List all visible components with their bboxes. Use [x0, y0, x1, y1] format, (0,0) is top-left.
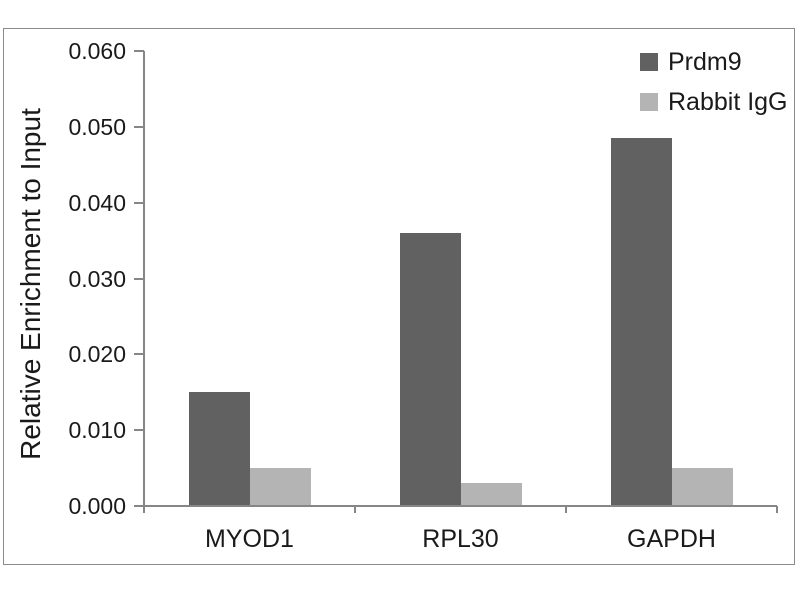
y-tick-label: 0.010: [68, 417, 126, 444]
y-tick-mark: [134, 353, 144, 356]
bar-rabbit-igg-rpl30: [460, 483, 522, 506]
y-tick-label: 0.040: [68, 189, 126, 216]
bar-rabbit-igg-myod1: [249, 468, 311, 506]
y-axis-line: [143, 51, 145, 513]
y-tick-label: 0.050: [68, 113, 126, 140]
y-tick-label: 0.020: [68, 341, 126, 368]
x-tick-label: MYOD1: [205, 525, 294, 553]
bar-rabbit-igg-gapdh: [671, 468, 733, 506]
bar-prdm9-rpl30: [399, 233, 461, 506]
x-axis-line: [144, 505, 777, 507]
x-tick-mark: [565, 506, 567, 513]
legend-label: Rabbit IgG: [668, 88, 788, 116]
y-tick-mark: [134, 505, 144, 507]
y-tick-mark: [134, 125, 144, 128]
legend-swatch-icon: [640, 93, 658, 111]
legend-label: Prdm9: [668, 48, 742, 76]
bar-prdm9-gapdh: [610, 138, 672, 506]
y-tick-mark: [134, 429, 144, 432]
legend-item-rabbit-igg: Rabbit IgG: [640, 88, 788, 116]
y-tick-mark: [134, 201, 144, 204]
bar-prdm9-myod1: [188, 392, 250, 506]
legend-swatch-icon: [640, 53, 658, 71]
x-tick-label: RPL30: [422, 525, 499, 553]
x-tick-label: GAPDH: [627, 525, 716, 553]
legend-item-prdm9: Prdm9: [640, 48, 788, 76]
y-tick-label: 0.060: [68, 38, 126, 64]
x-tick-mark: [354, 506, 356, 513]
y-tick-label: 0.000: [68, 493, 126, 519]
legend: Prdm9 Rabbit IgG: [640, 50, 788, 130]
y-tick-mark: [134, 277, 144, 280]
y-tick-label: 0.030: [68, 265, 126, 292]
y-tick-mark: [134, 50, 144, 52]
x-tick-mark: [776, 506, 778, 513]
